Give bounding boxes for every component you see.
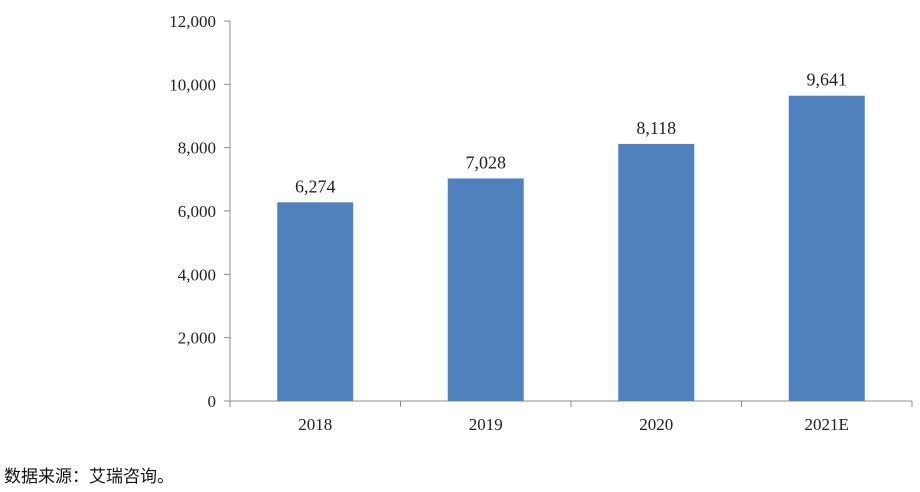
x-tick-label: 2020 [639,415,673,434]
source-note: 数据来源：艾瑞咨询。 [4,467,174,487]
y-tick-label: 10,000 [169,75,216,94]
y-tick-label: 8,000 [178,139,216,158]
y-tick-label: 6,000 [178,202,216,221]
y-tick-label: 2,000 [178,329,216,348]
bars [277,95,865,402]
bar [618,143,695,401]
y-tick-label: 0 [208,392,217,411]
y-tick-label: 4,000 [178,265,216,284]
bar [277,202,354,401]
data-label: 6,274 [295,176,336,196]
x-tick-label: 2019 [469,415,503,434]
y-tick-label: 12,000 [169,12,216,31]
y-axis: 0 2,000 4,000 6,000 8,000 10,000 12,000 [169,12,231,411]
bar [788,95,865,402]
data-labels: 6,274 7,028 8,118 9,641 [295,70,847,197]
data-label: 9,641 [807,70,848,90]
bar [447,178,524,401]
x-axis: 2018 2019 2020 2021E [229,400,913,434]
data-label: 7,028 [466,152,507,172]
data-label: 8,118 [636,118,676,138]
x-tick-label: 2021E [805,415,849,434]
x-tick-label: 2018 [298,415,332,434]
